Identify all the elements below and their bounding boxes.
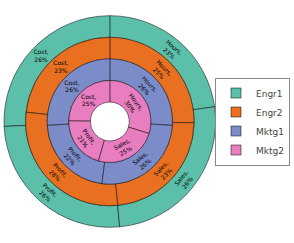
html-text:Hours,: Hours, (140, 74, 160, 94)
html-text:Profit,: Profit, (51, 161, 70, 179)
html-text:26%: 26% (137, 81, 152, 97)
svg-text:Sales,25%: Sales,25% (112, 137, 135, 159)
html-text:Sales,: Sales, (172, 168, 190, 187)
html-text:25%: 25% (151, 65, 167, 81)
svg-text:Cost,23%: Cost,23% (53, 59, 68, 74)
html-text:Profit,: Profit, (41, 181, 60, 199)
svg-text:Engr2: Engr2 (256, 108, 283, 118)
html-text:Profit,: Profit, (66, 145, 84, 163)
svg-text:Profit,21%: Profit,21% (75, 127, 97, 150)
svg-text:Cost,26%: Cost,26% (64, 79, 79, 94)
svg-text:Mktg1: Mktg1 (256, 127, 284, 137)
svg-text:Cost,26%: Cost,26% (33, 48, 48, 63)
html-text:28%: 28% (47, 168, 63, 183)
html-text:Sales,: Sales, (130, 149, 150, 167)
html-text:26%: 26% (137, 157, 153, 171)
html-text:Hours,: Hours, (155, 58, 174, 77)
html-text:Hours,: Hours, (164, 38, 184, 57)
svg-text:Mktg2: Mktg2 (256, 146, 284, 156)
svg-text:Engr1: Engr1 (256, 89, 283, 99)
html-text:23%: 23% (161, 46, 177, 60)
html-text:22%: 22% (62, 152, 77, 167)
html-text:26%: 26% (37, 188, 53, 203)
svg-text:Hours,30%: Hours,30% (122, 92, 146, 117)
html-text:26%: 26% (180, 175, 194, 190)
html-text:23%: 23% (159, 166, 174, 181)
svg-text:Cost,25%: Cost,25% (81, 93, 96, 108)
html-text:Sales,: Sales, (151, 159, 170, 178)
